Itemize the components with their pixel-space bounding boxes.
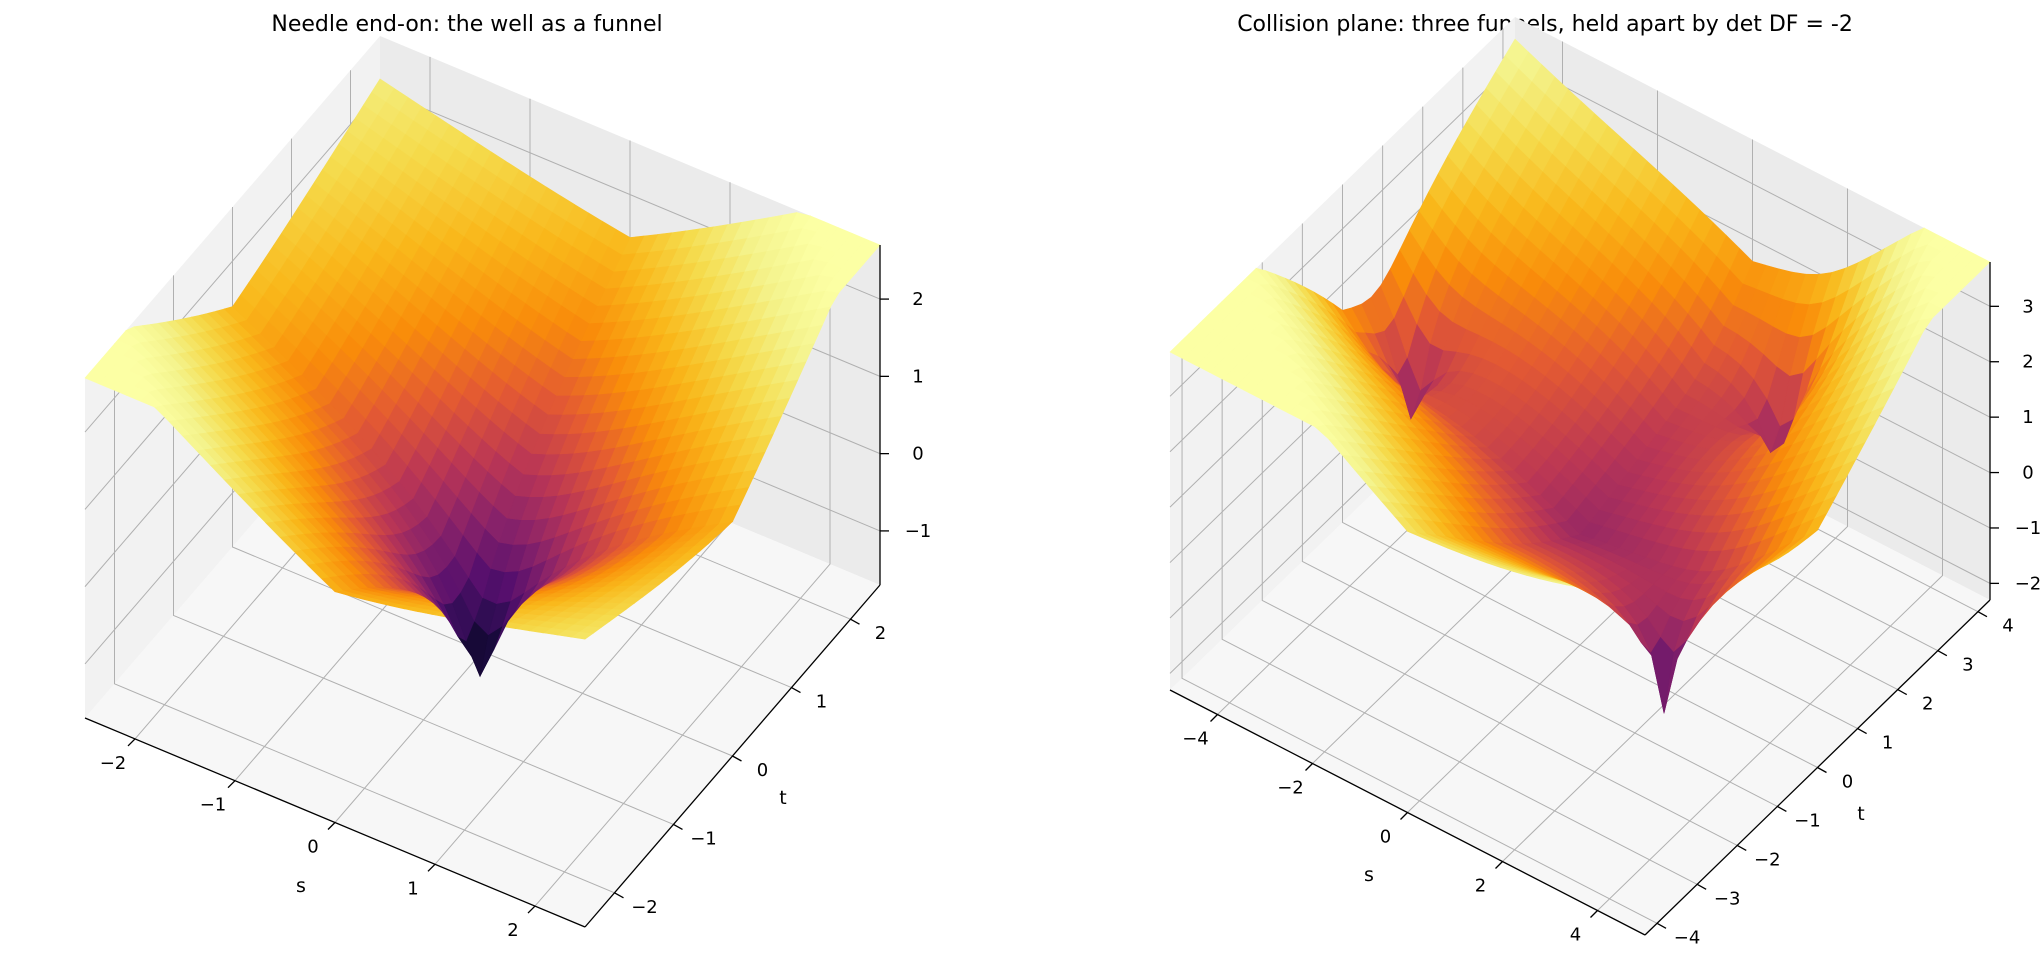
y-tick-mark [1897, 689, 1908, 696]
y-tick-mark [791, 687, 801, 694]
y-tick-label: 4 [2002, 616, 2013, 637]
grid-line-y [114, 343, 615, 894]
x-tick-label: 2 [1475, 876, 1486, 897]
x-tick-mark [327, 822, 336, 830]
z-tick-label: −1 [905, 521, 932, 542]
y-tick-mark [1857, 727, 1867, 735]
y-tick-mark [614, 892, 624, 899]
surface-mesh [84, 78, 881, 678]
y-tick-mark [732, 755, 742, 762]
surface-face [371, 78, 395, 102]
surface-plot-left: Needle end-on: the well as a funnel −2 −1… [84, 12, 932, 941]
y-tick-label: −1 [690, 828, 717, 849]
z-tick-label: 2 [2022, 352, 2033, 373]
x-tick-mark [527, 905, 536, 914]
x-tick-label: 2 [507, 920, 518, 941]
x-tick-label: 0 [307, 837, 318, 858]
x-tick-mark [427, 863, 436, 872]
x-tick-label: −2 [1277, 778, 1304, 799]
x-tick-mark [1590, 910, 1598, 918]
x-tick-mark [227, 780, 236, 789]
y-tick-label: 2 [875, 623, 886, 644]
y-tick-mark [1817, 766, 1827, 774]
z-tick-label: 1 [2022, 407, 2033, 428]
y-axis-label: t [1857, 803, 1864, 825]
y-tick-mark [1696, 883, 1707, 890]
y-tick-label: 0 [757, 760, 768, 781]
plot-title: Needle end-on: the well as a funnel [271, 12, 662, 37]
y-tick-label: 3 [1962, 655, 1973, 676]
z-tick-label: −2 [2015, 573, 2040, 594]
z-tick-label: 0 [912, 444, 923, 465]
x-axis-label: s [296, 875, 306, 897]
y-tick-label: 1 [1882, 733, 1893, 754]
x-axis-label: s [1364, 864, 1374, 886]
tick-labels: −2 −1 0 1 2 −2 −1 0 1 2 −1 0 1 2 [100, 289, 932, 941]
z-tick-label: 1 [912, 366, 923, 387]
grid-line-y [1221, 301, 1698, 885]
y-tick-label: −3 [1714, 888, 1741, 909]
y-tick-label: −4 [1674, 927, 1701, 948]
y-tick-label: −2 [631, 897, 658, 918]
tick-labels: −4 −2 0 2 4 −4 −3 −2 −1 0 1 2 3 4 −2 −1 0 1 2 3 [1182, 296, 2040, 948]
y-tick-mark [1736, 844, 1747, 851]
x-tick-label: −1 [200, 795, 227, 816]
x-tick-label: 1 [407, 878, 418, 899]
x-tick-label: 4 [1570, 925, 1581, 946]
x-tick-mark [1210, 714, 1218, 722]
x-tick-label: −2 [100, 753, 127, 774]
y-tick-mark [1656, 922, 1667, 929]
y-tick-mark [1977, 611, 1988, 618]
y-axis-label: t [779, 787, 786, 809]
y-tick-label: −1 [1794, 810, 1821, 831]
grid-line-x [1597, 237, 1943, 911]
y-tick-label: 1 [816, 692, 827, 713]
x-tick-mark [1305, 763, 1313, 771]
y-tick-mark [1777, 805, 1787, 813]
grid-line-x [534, 224, 831, 907]
grid-line-y [1181, 340, 1658, 924]
z-tick-label: 2 [912, 289, 923, 310]
x-tick-mark [1495, 861, 1503, 869]
y-tick-label: −2 [1754, 849, 1781, 870]
y-tick-mark [1937, 650, 1948, 657]
surface-plot-right: Collision plane: three funnels, held apa… [1169, 12, 2040, 948]
surface-mesh [1169, 38, 1991, 714]
y-tick-label: 0 [1842, 772, 1853, 793]
z-tick-label: −1 [2015, 518, 2040, 539]
surface-face [1505, 38, 1529, 69]
y-tick-mark [673, 823, 683, 830]
x-tick-mark [127, 738, 136, 747]
x-tick-label: −4 [1182, 729, 1209, 750]
x-tick-mark [1400, 812, 1408, 820]
x-tick-label: 0 [1380, 827, 1391, 848]
z-tick-label: 3 [2022, 296, 2033, 317]
y-tick-mark [850, 618, 860, 625]
z-tick-label: 0 [2022, 463, 2033, 484]
y-tick-label: 2 [1922, 694, 1933, 715]
